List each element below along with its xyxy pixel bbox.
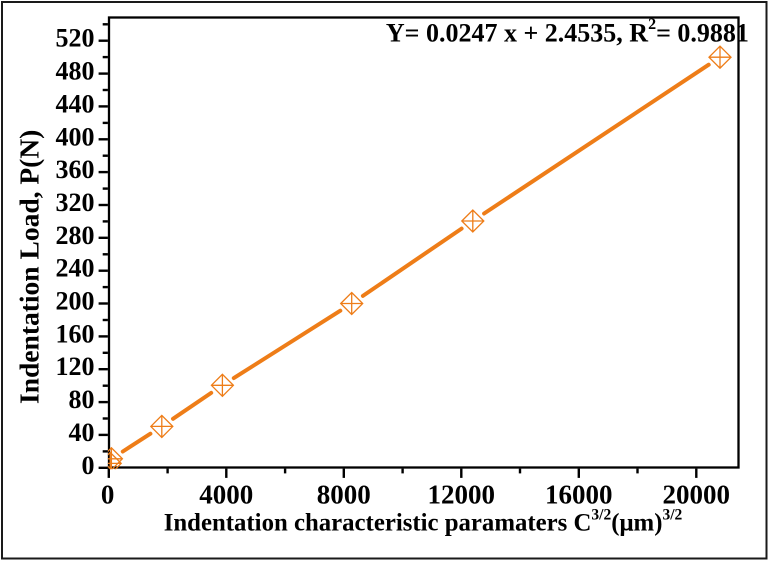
svg-text:120: 120 [56,352,95,381]
svg-text:8000: 8000 [317,480,371,510]
svg-text:400: 400 [56,122,95,151]
svg-text:Indentation Load, P(N): Indentation Load, P(N) [14,130,45,404]
svg-text:240: 240 [56,254,95,283]
svg-text:40: 40 [69,418,95,447]
svg-text:520: 520 [56,24,95,53]
svg-text:12000: 12000 [428,480,496,510]
svg-text:320: 320 [56,188,95,217]
svg-text:Y= 0.0247 x + 2.4535, R2= 0.98: Y= 0.0247 x + 2.4535, R2= 0.9881 [386,16,749,48]
svg-text:360: 360 [56,155,95,184]
svg-text:80: 80 [69,385,95,414]
svg-text:200: 200 [56,287,95,316]
svg-text:0: 0 [101,480,115,510]
svg-text:16000: 16000 [545,480,613,510]
svg-text:4000: 4000 [199,480,253,510]
svg-text:160: 160 [56,319,95,348]
svg-text:280: 280 [56,221,95,250]
svg-text:480: 480 [56,57,95,86]
svg-text:0: 0 [82,451,95,480]
svg-text:440: 440 [56,89,95,118]
svg-text:20000: 20000 [663,480,731,510]
